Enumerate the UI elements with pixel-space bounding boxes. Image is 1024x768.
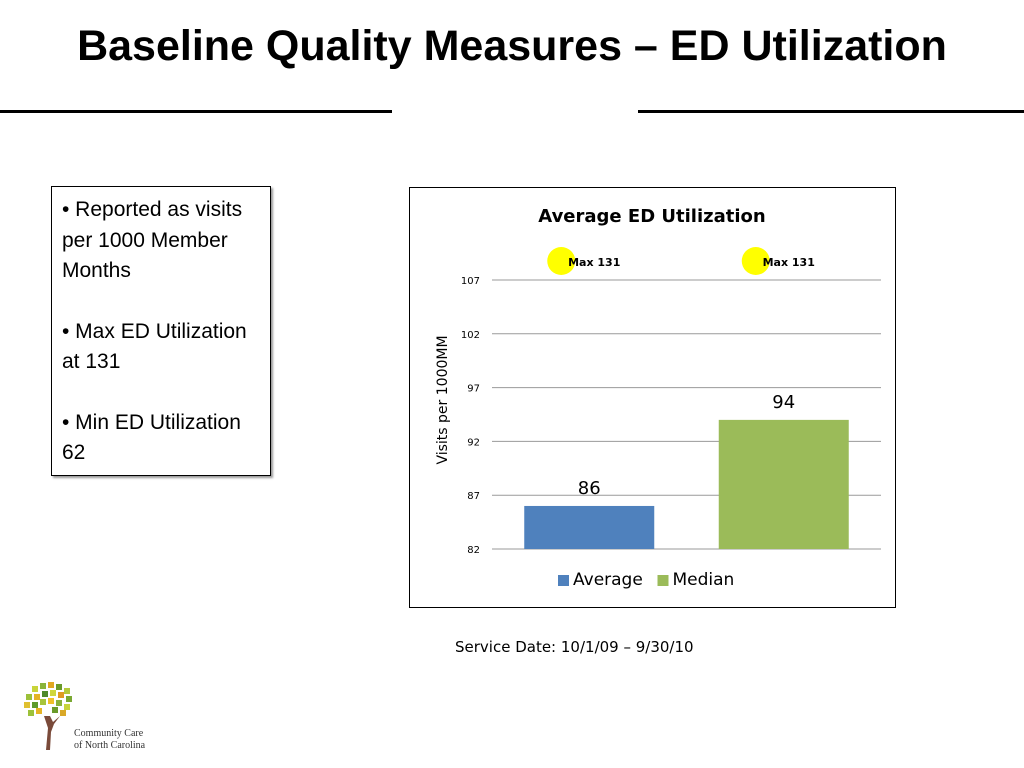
max-label-median: Max 131 xyxy=(763,256,815,269)
data-label-median: 94 xyxy=(772,392,795,413)
note-reported-as: • Reported as visits per 1000 Member Mon… xyxy=(62,198,243,282)
title-divider xyxy=(0,110,1024,113)
bar-median xyxy=(718,419,849,549)
legend-swatch-average xyxy=(558,575,569,586)
y-axis-label: Visits per 1000MM xyxy=(435,335,451,464)
logo-text-line2: of North Carolina xyxy=(74,740,146,751)
data-label-average: 86 xyxy=(578,478,601,499)
ed-utilization-chart: Average ED Utilization 82 87 92 97 102 107 Visi… xyxy=(435,206,881,590)
bar-average xyxy=(524,505,655,549)
note-min-utilization: • Min ED Utilization 62 xyxy=(62,410,241,465)
logo-text-line1: Community Care xyxy=(74,728,144,739)
y-tick-label-87: 87 xyxy=(467,491,480,502)
slide-title: Baseline Quality Measures – ED Utilizati… xyxy=(77,22,947,70)
legend-label-median: Median xyxy=(673,570,735,590)
notes-box: • Reported as visits per 1000 Member Mon… xyxy=(51,186,271,476)
y-tick-label-97: 97 xyxy=(467,384,480,395)
tree-canopy-icon xyxy=(24,682,72,716)
chart-frame: Average ED Utilization 82 87 92 97 102 107 Visi… xyxy=(409,187,896,608)
legend-label-average: Average xyxy=(573,570,643,590)
y-tick-label-92: 92 xyxy=(467,437,480,448)
y-tick-label-82: 82 xyxy=(467,545,480,556)
community-care-logo: Community Care of North Carolina xyxy=(24,682,146,751)
y-tick-label-107: 107 xyxy=(461,276,480,287)
max-marker-average xyxy=(547,247,576,275)
legend-swatch-median xyxy=(657,575,669,586)
tree-figure-icon xyxy=(44,716,60,750)
service-date: Service Date: 10/1/09 – 9/30/10 xyxy=(455,638,694,656)
y-tick-label-102: 102 xyxy=(461,330,480,341)
max-marker-median xyxy=(741,247,770,275)
note-max-utilization: • Max ED Utilization at 131 xyxy=(62,319,247,374)
max-label-average: Max 131 xyxy=(568,256,620,269)
chart-title: Average ED Utilization xyxy=(538,206,765,227)
